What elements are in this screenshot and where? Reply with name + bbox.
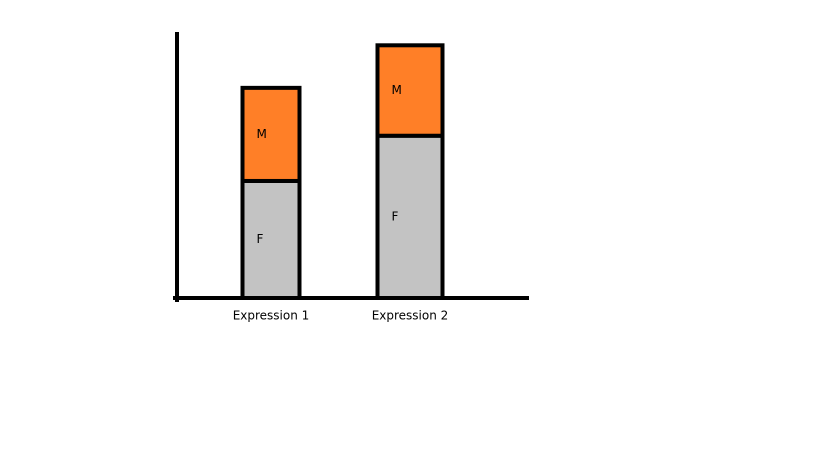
segment-label: M bbox=[257, 127, 267, 141]
bar-segment bbox=[240, 178, 302, 301]
bar-segment bbox=[375, 43, 445, 138]
segment-label: F bbox=[257, 232, 264, 246]
segment-label: F bbox=[392, 209, 399, 223]
bar-segment bbox=[375, 133, 445, 300]
x-tick-label: Expression 2 bbox=[372, 309, 449, 323]
segment-label: M bbox=[392, 83, 402, 97]
x-tick-label: Expression 1 bbox=[233, 309, 310, 323]
bar-segment bbox=[240, 85, 302, 183]
